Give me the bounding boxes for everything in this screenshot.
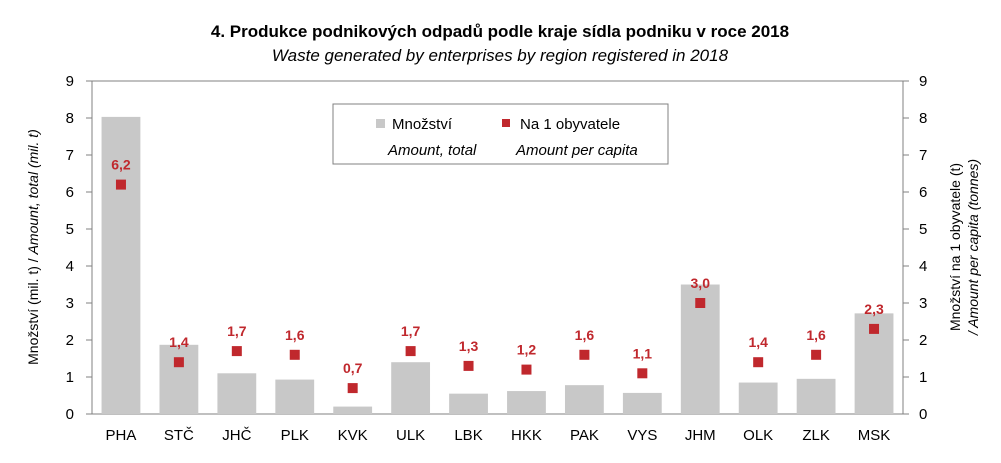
x-tick-label: OLK <box>743 427 773 444</box>
x-tick-label: PAK <box>570 427 599 444</box>
x-tick-label: MSK <box>858 427 891 444</box>
bar-jhč <box>217 373 257 414</box>
marker-zlk <box>811 349 822 360</box>
y-left-label-en: Amount, total (mil. t) <box>25 129 41 255</box>
y-left-tick-label: 1 <box>66 369 74 386</box>
y-right-tick-label: 6 <box>919 184 927 201</box>
data-label-stč: 1,4 <box>169 334 189 350</box>
bar-ulk <box>391 362 431 414</box>
bar-kvk <box>333 406 373 414</box>
y-right-tick-label: 5 <box>919 221 927 238</box>
marker-hkk <box>521 364 532 375</box>
marker-vys <box>637 368 648 379</box>
x-tick-label: VYS <box>627 427 657 444</box>
y-right-tick-label: 2 <box>919 332 927 349</box>
x-tick-label: ZLK <box>802 427 830 444</box>
axis-ticks: PHA STČ JHČ PLK KVK ULK LBK HKK PAK VYS JHM OLK ZLK M… <box>66 73 928 444</box>
data-label-vys: 1,1 <box>633 345 653 361</box>
bars-group <box>101 116 894 414</box>
legend-bar-swatch <box>376 119 385 128</box>
legend-marker-label: Na 1 obyvatele <box>520 116 620 133</box>
chart-subtitle: Waste generated by enterprises by region… <box>272 46 729 65</box>
y-right-tick-label: 0 <box>919 406 927 423</box>
y-left-tick-label: 2 <box>66 332 74 349</box>
y-right-tick-label: 4 <box>919 258 927 275</box>
marker-kvk <box>347 383 358 394</box>
marker-pak <box>579 349 590 360</box>
y-left-tick-label: 3 <box>66 295 74 312</box>
data-label-zlk: 1,6 <box>806 327 826 343</box>
data-label-pak: 1,6 <box>575 327 595 343</box>
data-label-kvk: 0,7 <box>343 360 363 376</box>
data-label-pha: 6,2 <box>111 157 131 173</box>
x-tick-label: JHM <box>685 427 716 444</box>
y-left-tick-label: 6 <box>66 184 74 201</box>
data-label-olk: 1,4 <box>748 334 768 350</box>
data-label-jhč: 1,7 <box>227 323 247 339</box>
y-right-tick-label: 8 <box>919 110 927 127</box>
x-tick-label: KVK <box>338 427 368 444</box>
y-right-tick-label: 1 <box>919 369 927 386</box>
data-label-ulk: 1,7 <box>401 323 421 339</box>
legend-marker-label-en: Amount per capita <box>515 142 638 159</box>
marker-msk <box>869 323 880 334</box>
legend-bar-label-en: Amount, total <box>387 142 477 159</box>
x-tick-label: JHČ <box>222 427 251 444</box>
x-tick-label: LBK <box>454 427 482 444</box>
marker-plk <box>289 349 300 360</box>
x-tick-label: PLK <box>281 427 309 444</box>
marker-olk <box>753 357 764 368</box>
bar-stč <box>159 344 199 414</box>
bar-plk <box>275 379 315 414</box>
bar-hkk <box>507 391 546 414</box>
bar-vys <box>622 392 662 414</box>
bar-olk <box>738 382 778 414</box>
data-label-lbk: 1,3 <box>459 338 479 354</box>
marker-ulk <box>405 346 416 357</box>
y-right-label-cs: Množství na 1 obyvatele (t) <box>947 163 963 331</box>
chart-title: 4. Produkce podnikových odpadů podle kra… <box>211 22 789 41</box>
legend-box <box>332 103 669 165</box>
y-left-tick-label: 5 <box>66 221 74 238</box>
y-left-tick-label: 4 <box>66 258 74 275</box>
y-right-tick-label: 9 <box>919 73 927 90</box>
y-left-tick-label: 7 <box>66 147 74 164</box>
marker-stč <box>173 357 184 368</box>
bar-zlk <box>796 378 836 414</box>
markers-group: 6,2 1,4 1,7 1,6 0,7 1,7 1,3 1,2 1,6 1,1 3,0 1,4 1,6 2… <box>111 157 884 394</box>
y-left-label-cs: Množství (mil. t) / <box>25 254 41 364</box>
bar-pak <box>564 385 604 414</box>
y-right-tick-label: 7 <box>919 147 927 164</box>
marker-jhč <box>231 346 242 357</box>
data-label-plk: 1,6 <box>285 327 305 343</box>
y-left-tick-label: 8 <box>66 110 74 127</box>
plot-area <box>91 80 904 415</box>
x-tick-label: ULK <box>396 427 425 444</box>
y-right-tick-label: 3 <box>919 295 927 312</box>
bar-pha <box>101 116 141 414</box>
y-left-tick-label: 0 <box>66 406 74 423</box>
marker-jhm <box>695 298 706 308</box>
data-label-hkk: 1,2 <box>517 342 537 358</box>
marker-lbk <box>463 360 474 371</box>
legend-marker-swatch <box>502 119 510 127</box>
y-right-label-en: / Amount per capita (tonnes) <box>965 159 981 336</box>
legend: Množství Amount, total Na 1 obyvatele Am… <box>332 103 669 165</box>
data-label-jhm: 3,0 <box>691 275 711 291</box>
marker-pha <box>115 179 126 190</box>
y-left-tick-label: 9 <box>66 73 74 90</box>
y-left-label: Množství (mil. t) / Amount, total (mil. … <box>25 129 41 365</box>
bar-lbk <box>449 393 488 414</box>
x-tick-label: STČ <box>164 427 194 444</box>
x-tick-label: PHA <box>106 427 137 444</box>
data-label-msk: 2,3 <box>864 301 884 317</box>
x-tick-label: HKK <box>511 427 542 444</box>
legend-bar-label: Množství <box>392 116 453 133</box>
